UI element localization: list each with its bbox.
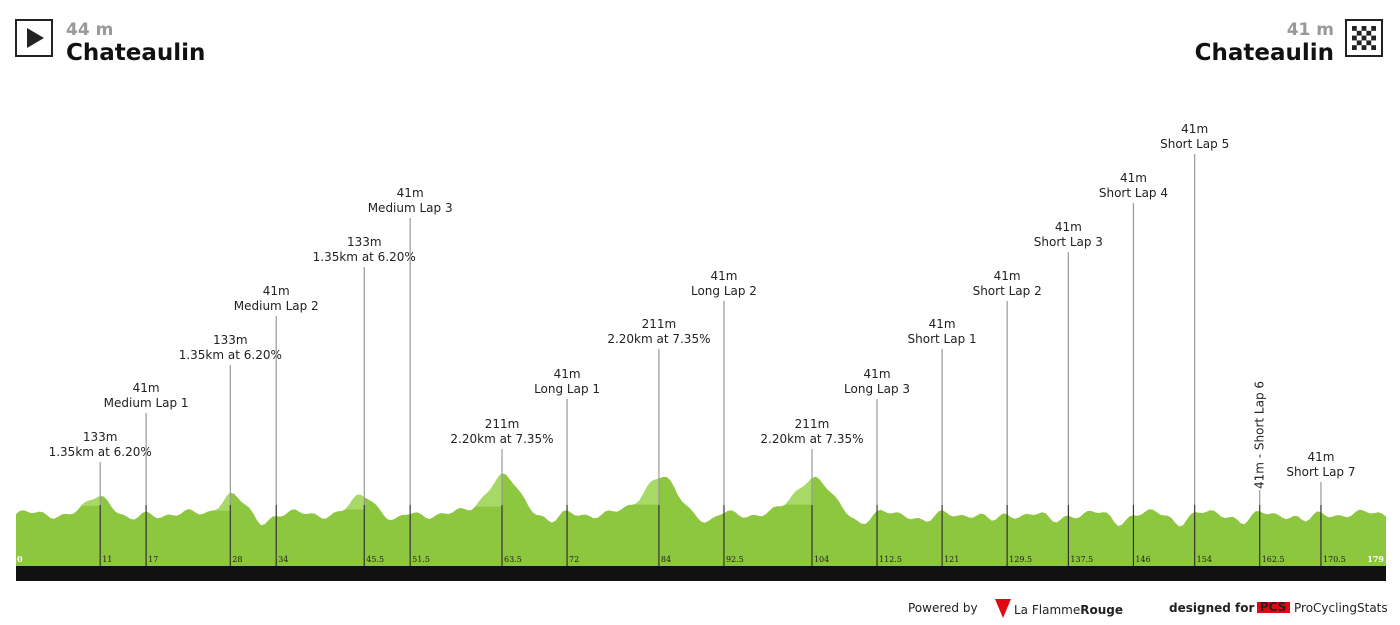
km-tick-label: 34 xyxy=(278,555,288,564)
marker-label: 2.20km at 7.35% xyxy=(760,432,863,446)
marker-label: 41m xyxy=(1181,122,1208,136)
finish-altitude: 41 m xyxy=(1287,20,1334,40)
brand-part: La Flamme xyxy=(1014,603,1080,617)
marker-label: 2.20km at 7.35% xyxy=(450,432,553,446)
marker-label: 133m xyxy=(213,333,248,347)
flag-square xyxy=(1361,26,1367,31)
marker-label: 211m xyxy=(795,417,830,431)
marker-label: 41m xyxy=(994,269,1021,283)
marker-label: Short Lap 5 xyxy=(1160,137,1229,151)
brand-flamme: La FlammeRouge xyxy=(1014,603,1123,617)
flag-square xyxy=(1352,35,1357,41)
flamme-logo xyxy=(995,599,1011,618)
km-tick-label: 28 xyxy=(232,555,242,564)
finish-flag xyxy=(1352,26,1376,50)
marker-label: 41m xyxy=(554,367,581,381)
km-tick-label: 63.5 xyxy=(504,555,522,564)
flag-square xyxy=(1366,30,1372,36)
flag-square xyxy=(1371,26,1376,31)
km-tick-label: 170.5 xyxy=(1323,555,1346,564)
pcs-abbr: PCS xyxy=(1260,600,1286,614)
flag-square xyxy=(1371,45,1376,50)
marker-label: 133m xyxy=(347,235,382,249)
marker-label: 1.35km at 6.20% xyxy=(179,348,282,362)
km-tick-label: 92.5 xyxy=(726,555,744,564)
marker-label: 41m xyxy=(397,186,424,200)
designed-for: designed for xyxy=(1169,601,1254,615)
marker-label: 41m xyxy=(864,367,891,381)
km-tick-label: 11 xyxy=(102,555,112,564)
start-name: Chateaulin xyxy=(66,40,205,66)
km-start: 0 xyxy=(17,554,23,564)
flag-square xyxy=(1361,45,1367,50)
flag-square xyxy=(1371,35,1376,41)
flag-square xyxy=(1356,40,1362,46)
flag-square xyxy=(1352,26,1357,31)
flag-square xyxy=(1352,45,1357,50)
marker-label: 41m xyxy=(1307,450,1334,464)
km-tick-label: 45.5 xyxy=(366,555,384,564)
marker-label: 41m xyxy=(1120,171,1147,185)
km-tick-label: 112.5 xyxy=(879,555,902,564)
marker-label: 41m xyxy=(1055,220,1082,234)
km-tick-label: 84 xyxy=(661,555,671,564)
marker-label: 211m xyxy=(642,317,677,331)
km-tick-label: 121 xyxy=(944,555,959,564)
start-altitude: 44 m xyxy=(66,20,113,40)
marker-label: Medium Lap 3 xyxy=(368,201,453,215)
marker-label: 2.20km at 7.35% xyxy=(607,332,710,346)
start-icon-arrow xyxy=(27,28,44,48)
marker-label: 41m xyxy=(929,317,956,331)
marker-label: 41m xyxy=(133,381,160,395)
marker-label: Medium Lap 2 xyxy=(234,299,319,313)
flag-square xyxy=(1361,35,1367,41)
marker-label: 133m xyxy=(83,430,118,444)
start-icon xyxy=(15,19,53,57)
marker-label: Short Lap 4 xyxy=(1099,186,1168,200)
marker-label: Short Lap 2 xyxy=(973,284,1042,298)
brand-part: Rouge xyxy=(1080,603,1123,617)
km-tick-label: 51.5 xyxy=(412,555,430,564)
terrain-climbs xyxy=(81,473,813,511)
km-tick-label: 129.5 xyxy=(1009,555,1032,564)
flag-square xyxy=(1366,40,1372,46)
powered-by: Powered by xyxy=(908,601,978,615)
km-tick-label: 17 xyxy=(148,555,158,564)
km-tick-label: 104 xyxy=(814,555,829,564)
pcs-logo xyxy=(1257,602,1290,613)
pcs-name: ProCyclingStats xyxy=(1294,601,1388,615)
km-tick-label: 72 xyxy=(569,555,579,564)
marker-label: 1.35km at 6.20% xyxy=(313,250,416,264)
marker-label: Short Lap 3 xyxy=(1034,235,1103,249)
km-end: 179 xyxy=(1367,554,1384,564)
marker-label: Long Lap 3 xyxy=(844,382,910,396)
marker-label: 1.35km at 6.20% xyxy=(49,445,152,459)
marker-label: Short Lap 1 xyxy=(908,332,977,346)
km-tick-label: 146 xyxy=(1135,555,1150,564)
marker-label: 41m xyxy=(710,269,737,283)
finish-name: Chateaulin xyxy=(1195,40,1334,66)
marker-label: 41m xyxy=(263,284,290,298)
km-tick-label: 162.5 xyxy=(1262,555,1285,564)
km-tick-label: 137.5 xyxy=(1070,555,1093,564)
terrain xyxy=(16,473,1386,566)
base-band xyxy=(16,566,1386,581)
km-tick-label: 154 xyxy=(1197,555,1212,564)
flag-square xyxy=(1356,30,1362,36)
marker-label: Long Lap 2 xyxy=(691,284,757,298)
marker-label: Short Lap 7 xyxy=(1286,465,1355,479)
marker-label: 41m - Short Lap 6 xyxy=(1253,381,1267,489)
marker-label: Medium Lap 1 xyxy=(104,396,189,410)
marker-label: Long Lap 1 xyxy=(534,382,600,396)
marker-label: 211m xyxy=(485,417,520,431)
